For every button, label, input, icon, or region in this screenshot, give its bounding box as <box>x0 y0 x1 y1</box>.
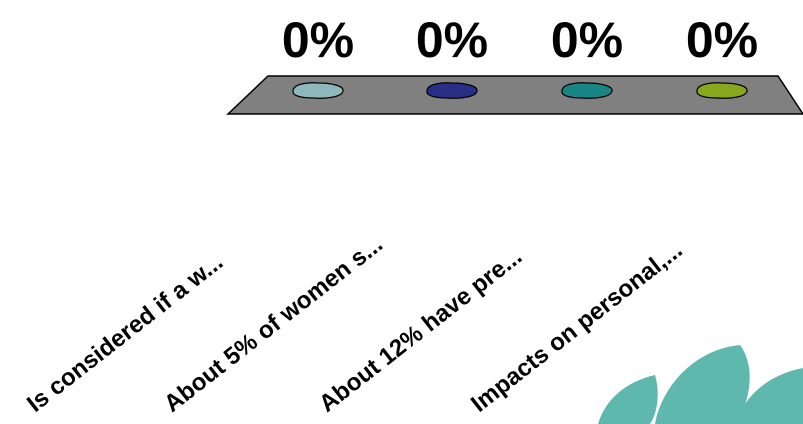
bar-mark-2 <box>426 82 478 99</box>
decorative-leaf-2 <box>655 345 750 424</box>
decorative-leaf-graphic <box>598 345 803 424</box>
bar-mark-1 <box>292 82 344 99</box>
value-label-3: 0% <box>551 12 623 68</box>
value-labels: 0% 0% 0% 0% <box>282 12 758 68</box>
chart-marks <box>292 82 748 99</box>
decorative-leaf-1 <box>598 375 658 424</box>
chart-floor <box>226 75 803 115</box>
value-label-2: 0% <box>416 12 488 68</box>
category-labels: Is considered if a w...About 5% of women… <box>22 231 688 418</box>
bar-mark-3 <box>561 82 613 99</box>
value-label-4: 0% <box>686 12 758 68</box>
bar-mark-4 <box>696 82 748 99</box>
decorative-leaf-3 <box>735 368 803 424</box>
value-label-1: 0% <box>282 12 354 68</box>
